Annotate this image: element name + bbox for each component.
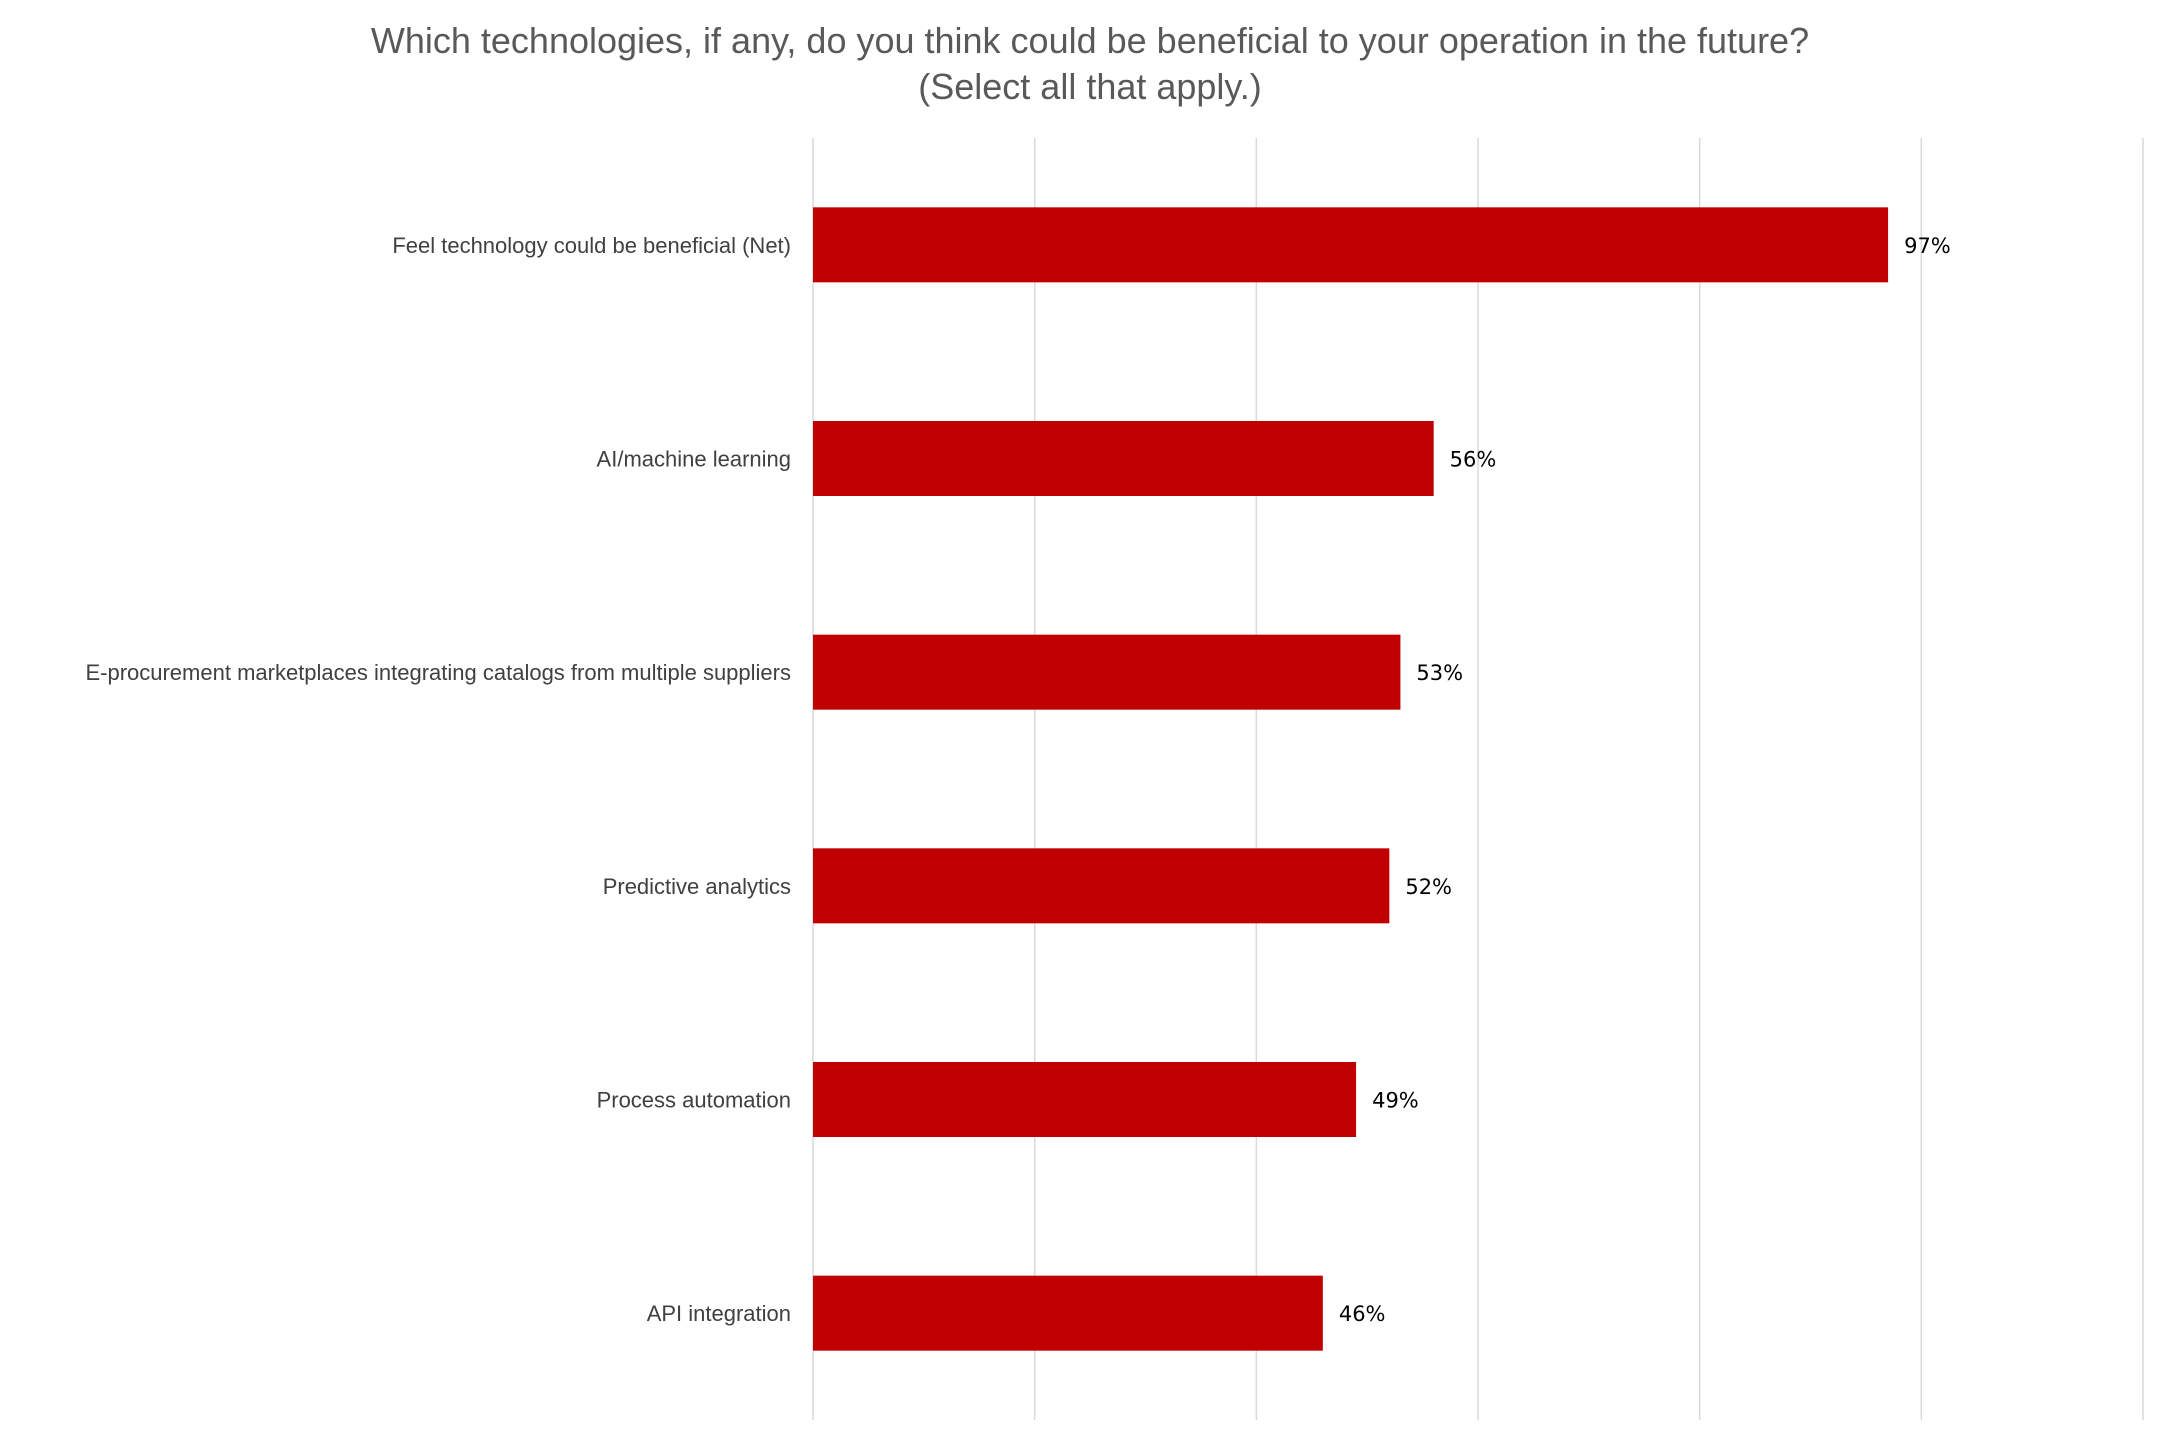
chart-title: Which technologies, if any, do you think… bbox=[0, 18, 2160, 110]
bar bbox=[813, 634, 1401, 710]
category-label: API integration bbox=[647, 1301, 791, 1326]
category-label: Feel technology could be beneficial (Net… bbox=[392, 233, 791, 258]
bar bbox=[813, 207, 1889, 283]
category-label: Process automation bbox=[597, 1088, 791, 1113]
bar bbox=[813, 1062, 1357, 1137]
data-label: 46% bbox=[1339, 1302, 1386, 1326]
category-label: AI/machine learning bbox=[597, 447, 791, 472]
bar bbox=[813, 1275, 1323, 1351]
data-label: 52% bbox=[1405, 875, 1452, 899]
data-label: 53% bbox=[1416, 661, 1463, 685]
chart-title-line-2: (Select all that apply.) bbox=[918, 66, 1262, 107]
data-label: 49% bbox=[1372, 1089, 1419, 1113]
data-label: 56% bbox=[1450, 448, 1497, 472]
bar bbox=[813, 848, 1390, 924]
data-label: 97% bbox=[1904, 234, 1951, 258]
category-label: Predictive analytics bbox=[603, 874, 791, 899]
bar bbox=[813, 421, 1434, 496]
chart-title-line-1: Which technologies, if any, do you think… bbox=[370, 20, 1810, 61]
category-label: E-procurement marketplaces integrating c… bbox=[85, 660, 791, 685]
